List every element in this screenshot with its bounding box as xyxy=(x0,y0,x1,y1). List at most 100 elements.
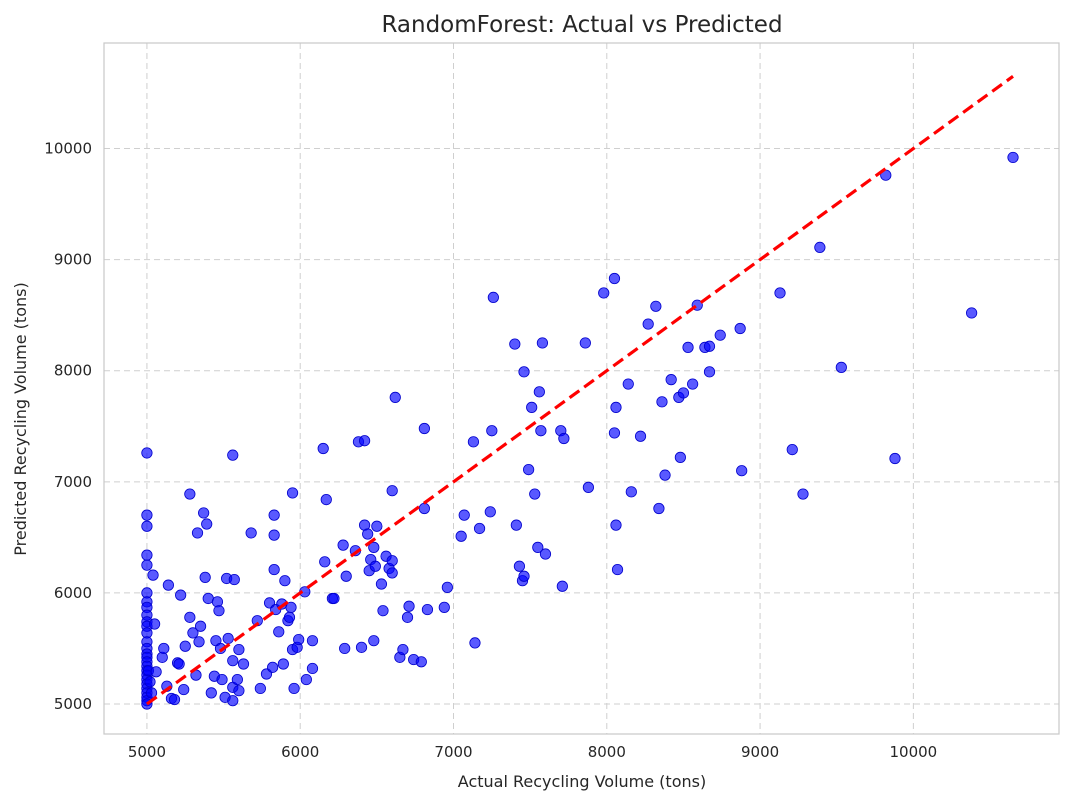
data-point xyxy=(288,682,300,695)
reference-line xyxy=(145,75,1014,706)
data-point xyxy=(320,493,332,506)
data-point xyxy=(650,300,662,312)
data-point xyxy=(403,600,415,612)
data-point xyxy=(835,361,847,373)
data-point xyxy=(141,447,153,459)
data-point xyxy=(469,637,481,649)
x-tick-label: 7000 xyxy=(434,743,472,761)
data-point xyxy=(141,559,153,571)
data-point xyxy=(532,541,544,553)
data-point xyxy=(319,556,331,568)
data-point xyxy=(268,563,280,576)
data-points xyxy=(141,151,1019,710)
data-point xyxy=(198,507,210,519)
data-point xyxy=(473,522,486,535)
data-point xyxy=(286,487,299,499)
data-point xyxy=(598,287,610,299)
data-point xyxy=(677,387,690,399)
data-point xyxy=(687,378,699,390)
data-point xyxy=(401,611,414,623)
data-point xyxy=(328,592,340,605)
data-point xyxy=(535,425,547,437)
data-point xyxy=(438,601,450,613)
data-point xyxy=(173,658,185,670)
y-tick-label: 5000 xyxy=(54,695,92,713)
data-point xyxy=(415,656,427,668)
data-point xyxy=(659,469,671,481)
data-point xyxy=(337,539,349,551)
data-point xyxy=(273,626,285,638)
data-point xyxy=(734,322,746,335)
data-point xyxy=(340,570,352,582)
data-point xyxy=(386,485,398,497)
y-tick-label: 7000 xyxy=(54,473,92,491)
data-point xyxy=(518,570,530,582)
data-point xyxy=(199,571,211,583)
data-point xyxy=(703,340,716,352)
y-tick-label: 8000 xyxy=(54,362,92,380)
data-point xyxy=(193,636,205,648)
data-point xyxy=(191,527,204,539)
data-point xyxy=(233,643,245,656)
data-point xyxy=(175,589,187,601)
data-point xyxy=(582,481,594,493)
data-point xyxy=(233,685,245,697)
y-axis-label: Predicted Recycling Volume (tons) xyxy=(11,282,30,555)
data-point xyxy=(317,442,329,455)
data-point xyxy=(293,633,305,646)
data-point xyxy=(418,502,430,515)
data-point xyxy=(814,241,826,254)
data-point xyxy=(653,502,665,515)
data-point xyxy=(486,425,498,437)
data-point xyxy=(145,687,158,699)
x-tick-label: 10000 xyxy=(890,743,938,761)
data-point xyxy=(518,366,530,378)
data-point xyxy=(397,643,409,656)
data-point xyxy=(786,444,798,456)
data-point xyxy=(283,611,296,623)
data-point xyxy=(355,641,368,653)
data-point xyxy=(523,463,535,476)
data-point xyxy=(526,401,538,413)
data-point xyxy=(714,329,726,341)
data-point xyxy=(201,518,213,530)
data-point xyxy=(797,488,809,500)
data-point xyxy=(703,366,716,378)
data-point xyxy=(610,519,622,531)
data-point xyxy=(386,555,398,567)
data-point xyxy=(141,520,153,532)
data-point xyxy=(579,337,591,349)
data-point xyxy=(467,436,480,448)
data-point xyxy=(231,673,243,686)
data-point xyxy=(148,618,161,630)
data-point xyxy=(484,506,496,518)
data-point xyxy=(529,488,541,500)
x-axis-label: Actual Recycling Volume (tons) xyxy=(458,772,706,791)
data-point xyxy=(141,509,153,521)
data-point xyxy=(375,578,388,590)
data-point xyxy=(194,620,207,632)
y-tick-label: 6000 xyxy=(54,584,92,602)
data-point xyxy=(608,272,621,285)
x-tick-label: 8000 xyxy=(588,743,626,761)
x-tick-label: 5000 xyxy=(128,743,166,761)
y-tick-label: 9000 xyxy=(54,251,92,269)
data-point xyxy=(682,341,694,353)
data-point xyxy=(533,386,545,398)
data-point xyxy=(539,548,552,560)
data-point xyxy=(509,338,521,350)
data-point xyxy=(608,427,621,439)
data-point xyxy=(184,488,196,500)
y-tick-label: 10000 xyxy=(44,140,92,158)
data-point xyxy=(455,530,467,542)
data-point xyxy=(141,549,153,561)
data-point xyxy=(510,519,522,531)
data-point xyxy=(227,449,239,461)
data-point xyxy=(774,287,786,299)
x-tick-label: 9000 xyxy=(741,743,779,761)
data-point xyxy=(178,683,190,696)
data-point xyxy=(736,465,748,477)
data-point xyxy=(306,635,319,647)
data-point xyxy=(656,396,668,408)
